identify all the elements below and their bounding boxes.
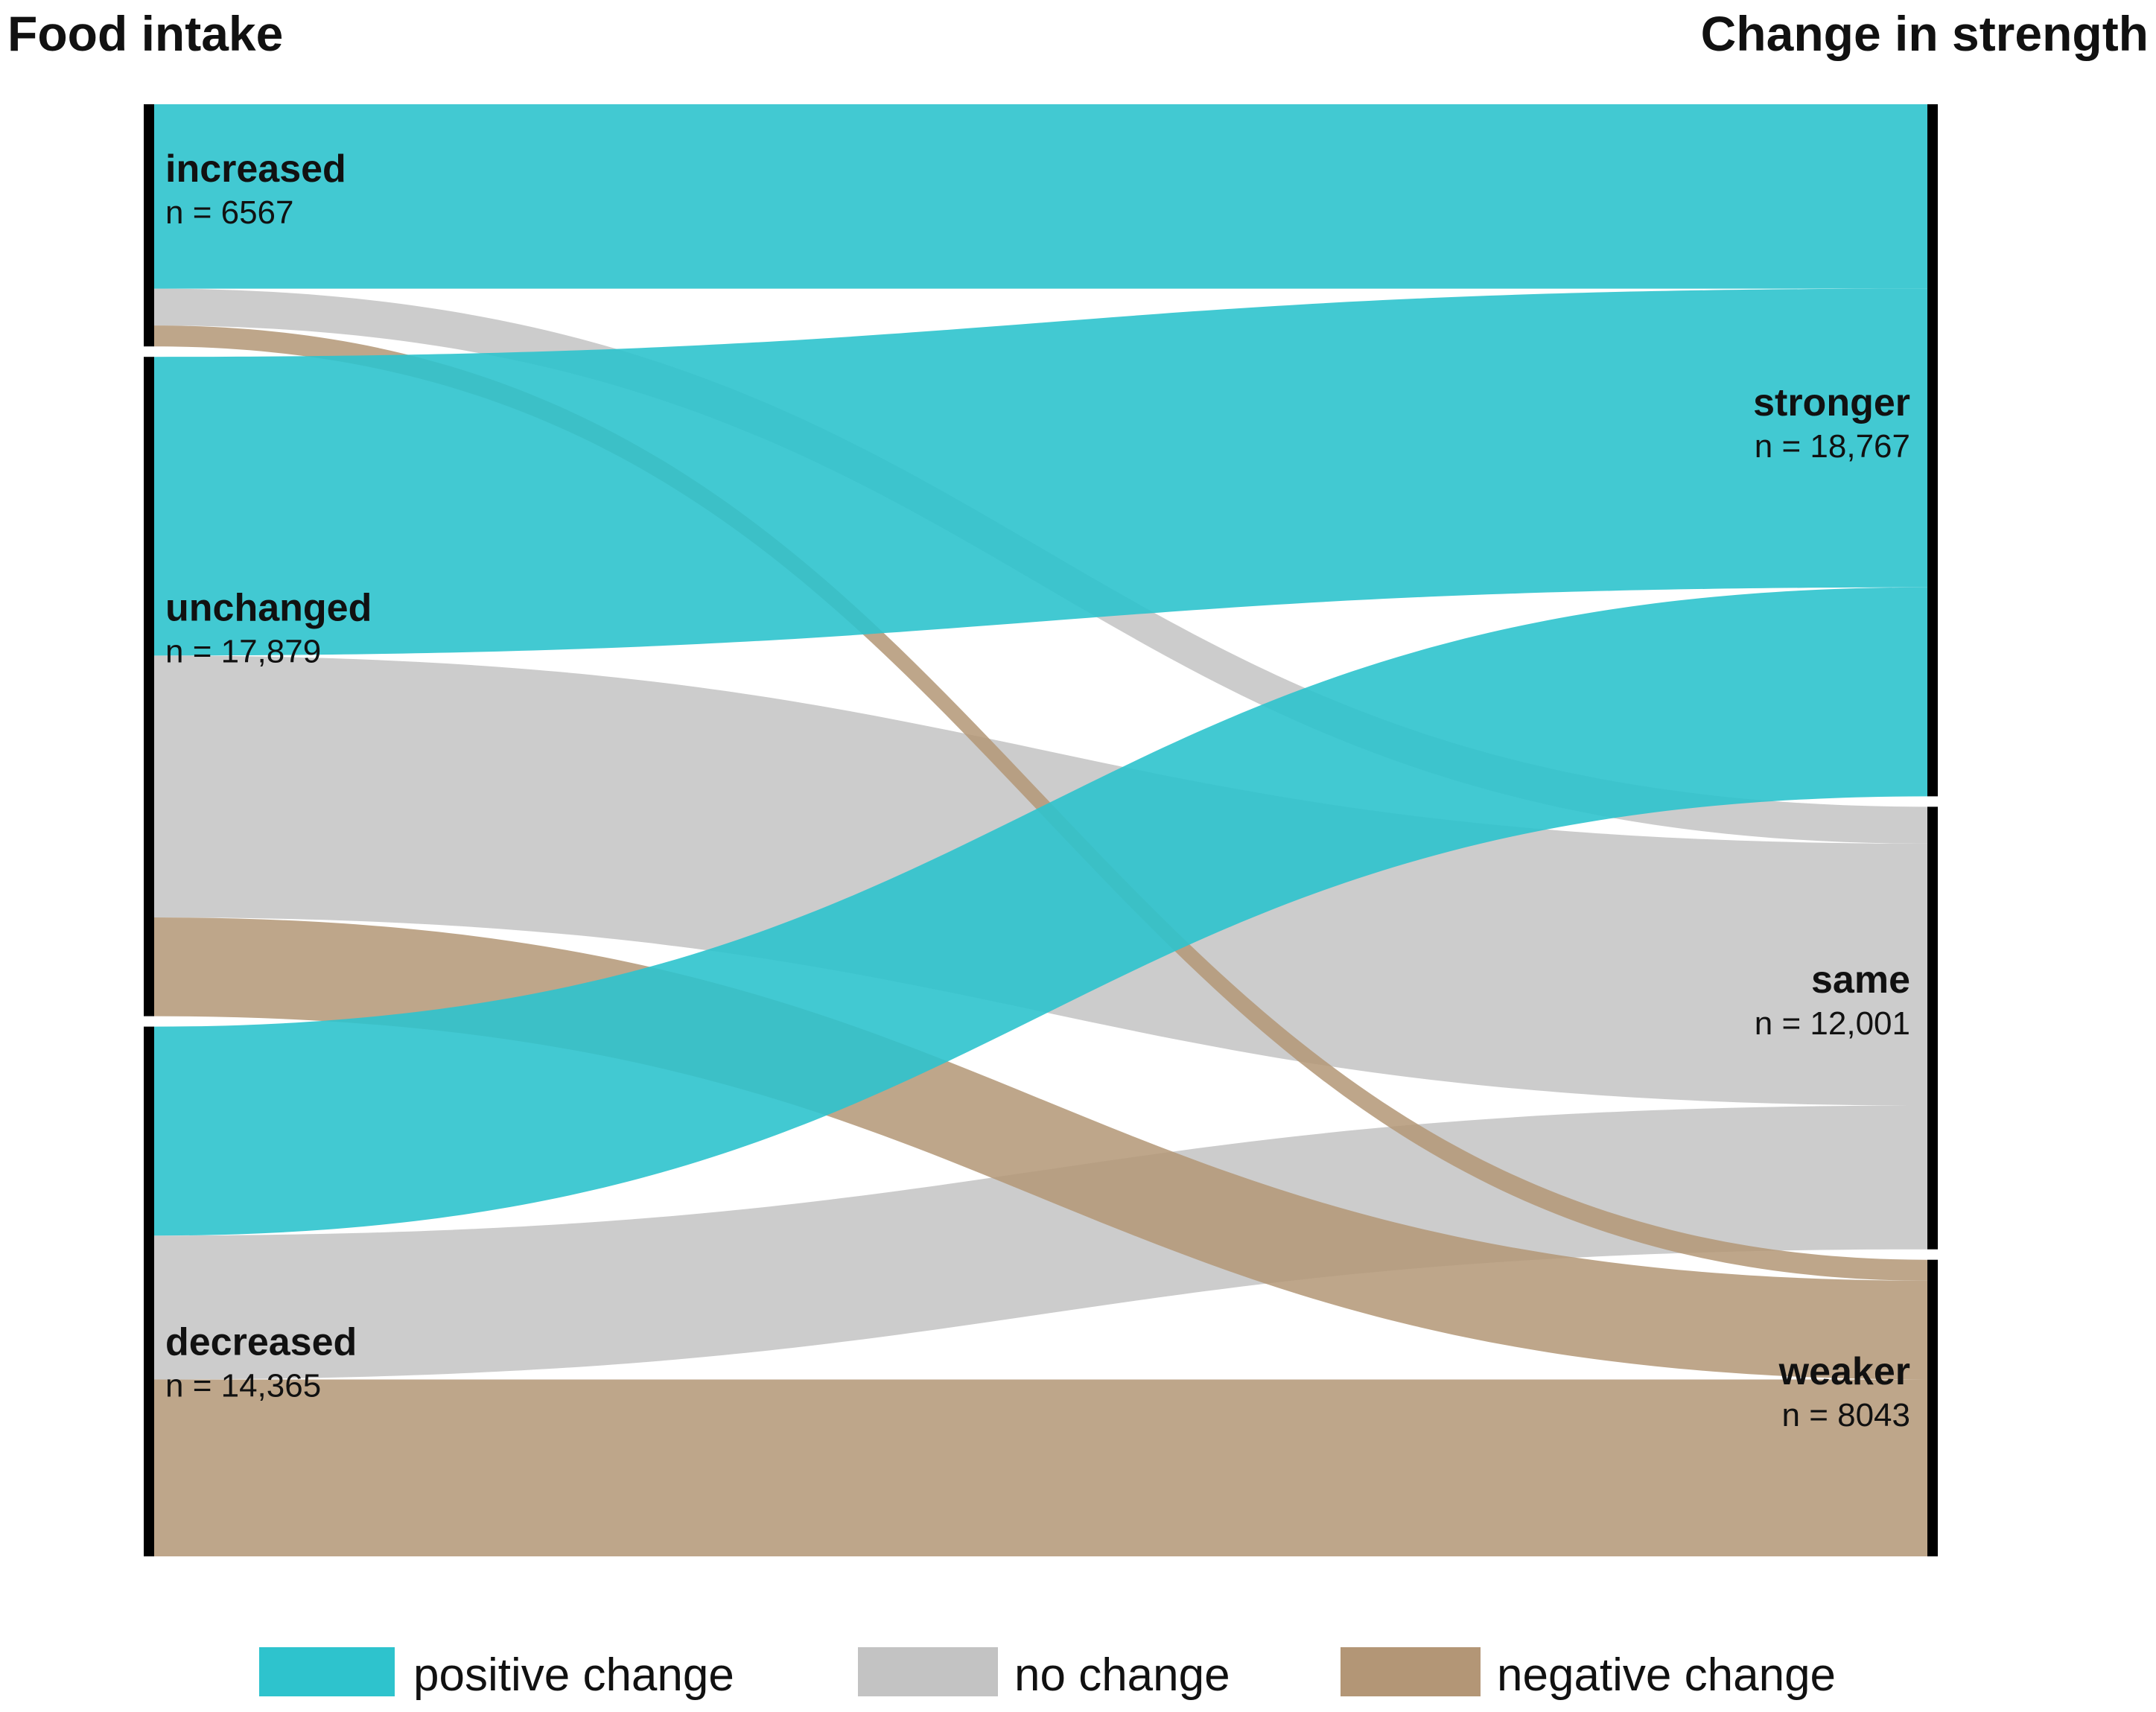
- right-axis-title: Change in strength: [1701, 6, 2149, 61]
- node-label-decreased: decreased: [165, 1321, 357, 1364]
- node-bar-same: [1927, 806, 1938, 1250]
- node-bar-weaker: [1927, 1259, 1938, 1556]
- node-bar-increased: [144, 104, 154, 347]
- flow-decreased-to-stronger: [154, 587, 1927, 1236]
- flow-increased-to-weaker: [154, 325, 1927, 1281]
- legend-swatch-none: [858, 1647, 998, 1696]
- node-count-increased: n = 6567: [165, 194, 294, 231]
- node-bar-decreased: [144, 1026, 154, 1556]
- flow-increased-to-stronger: [154, 104, 1927, 289]
- legend-item-negative: negative change: [1341, 1647, 1836, 1701]
- node-label-weaker: weaker: [1778, 1350, 1910, 1393]
- flow-decreased-to-weaker: [154, 1379, 1927, 1556]
- node-label-unchanged: unchanged: [165, 586, 372, 629]
- node-label-increased: increased: [165, 147, 346, 191]
- legend-label-none: no change: [1014, 1649, 1230, 1701]
- node-count-weaker: n = 8043: [1782, 1397, 1911, 1433]
- legend-item-none: no change: [858, 1647, 1230, 1701]
- legend-label-positive: positive change: [413, 1649, 734, 1701]
- flow-unchanged-to-stronger: [154, 288, 1927, 656]
- legend: positive change no change negative chang…: [259, 1647, 1836, 1701]
- node-bar-unchanged: [144, 357, 154, 1016]
- node-bar-stronger: [1927, 104, 1938, 797]
- legend-label-negative: negative change: [1497, 1649, 1836, 1701]
- node-label-same: same: [1811, 958, 1910, 1002]
- legend-swatch-positive: [259, 1647, 395, 1696]
- node-count-unchanged: n = 17,879: [165, 633, 321, 669]
- flows-layer: [154, 104, 1927, 1556]
- left-axis-title: Food intake: [7, 6, 283, 61]
- node-bars: [144, 104, 1938, 1556]
- node-label-stronger: stronger: [1753, 381, 1910, 424]
- node-count-same: n = 12,001: [1755, 1005, 1910, 1042]
- node-count-decreased: n = 14,365: [165, 1368, 321, 1404]
- node-count-stronger: n = 18,767: [1755, 428, 1910, 465]
- legend-item-positive: positive change: [259, 1647, 734, 1701]
- legend-swatch-negative: [1341, 1647, 1481, 1696]
